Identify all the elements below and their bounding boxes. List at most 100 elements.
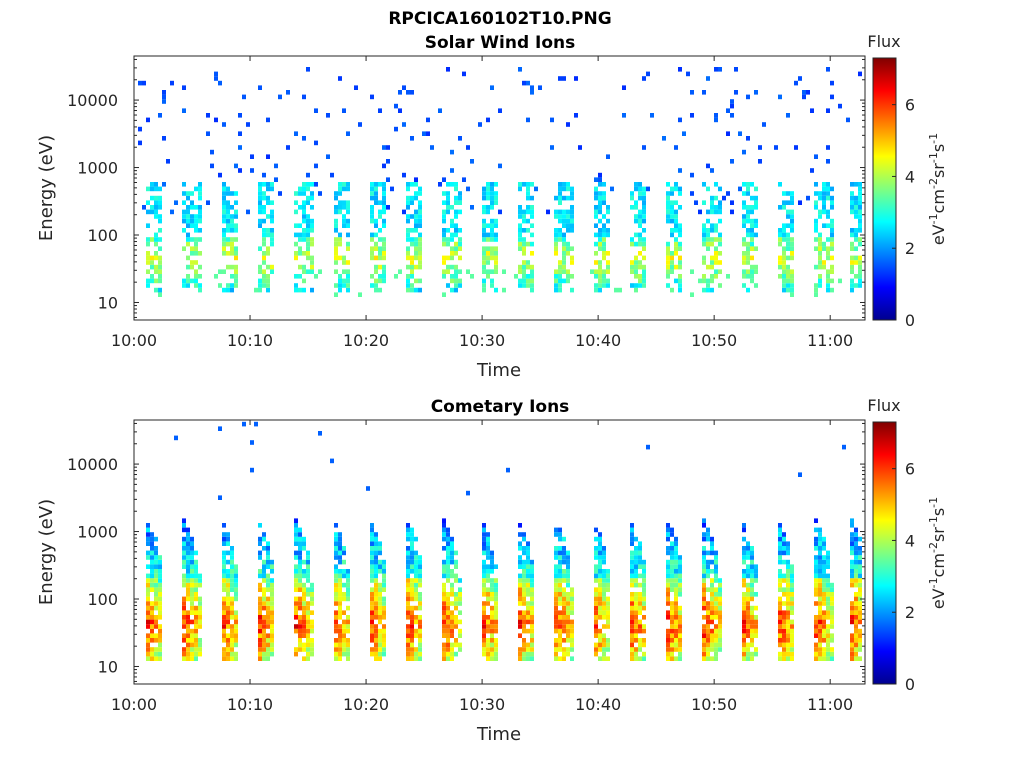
heatmap-cell [718,237,722,242]
heatmap-cell [702,223,706,228]
heatmap-cell [598,628,602,634]
heatmap-cell [378,251,382,256]
heatmap-cell [454,186,458,192]
heatmap-cell [334,610,338,615]
heatmap-cell [674,241,678,247]
heatmap-cell [790,241,794,247]
heatmap-cell [742,251,746,256]
heatmap-cell [338,200,342,205]
heatmap-cell [486,251,490,256]
heatmap-cell [702,518,706,523]
heatmap-cell [854,550,858,556]
heatmap-cell [742,628,746,634]
heatmap-cell [378,615,382,620]
heatmap-cell [222,241,226,247]
heatmap-cell [746,642,750,648]
heatmap-cell [602,246,606,251]
heatmap-cell [338,287,342,293]
heatmap-cell [454,223,458,228]
heatmap-cell [666,532,670,537]
heatmap-cell [634,555,638,560]
heatmap-cell [454,550,458,556]
heatmap-cell [270,269,274,274]
heatmap-cell [814,642,818,648]
heatmap-cell [714,237,718,242]
heatmap-cell [482,287,486,293]
heatmap-cell [298,541,302,546]
heatmap-cell [382,596,386,602]
heatmap-cell [146,117,150,123]
heatmap-cell [518,573,522,579]
heatmap-cell [414,228,418,233]
heatmap-cell [818,628,822,634]
heatmap-cell [518,186,522,192]
heatmap-cell [666,642,670,648]
heatmap-cell [334,615,338,620]
heatmap-cell [490,592,494,597]
heatmap-cell [638,624,642,629]
heatmap-cell [714,651,718,657]
heatmap-cell [782,283,786,288]
heatmap-cell [786,283,790,288]
heatmap-cell [266,264,270,270]
heatmap-cell [854,633,858,638]
colorbar-tick-label: 4 [905,167,915,186]
heatmap-cell [818,633,822,638]
heatmap-cell [270,578,274,583]
heatmap-cell [850,582,854,588]
heatmap-cell [186,615,190,620]
heatmap-cell [850,647,854,652]
heatmap-cell [802,90,806,95]
heatmap-cell [286,145,290,150]
heatmap-cell [378,214,382,219]
heatmap-cell [778,550,782,556]
heatmap-cell [438,108,442,113]
heatmap-cell [258,85,262,90]
heatmap-cell [522,564,526,569]
heatmap-cell [858,569,862,574]
heatmap-cell [786,638,790,643]
heatmap-cell [306,605,310,611]
heatmap-cell [190,559,194,565]
heatmap-cell [526,117,530,123]
heatmap-cell [850,287,854,293]
heatmap-cell [554,246,558,251]
heatmap-cell [258,633,262,638]
heatmap-cell [418,241,422,247]
heatmap-cell [634,601,638,606]
heatmap-cell [150,278,154,284]
heatmap-cell [518,587,522,592]
heatmap-cell [314,163,318,169]
heatmap-cell [298,246,302,251]
heatmap-cell [338,241,342,247]
heatmap-cell [378,592,382,597]
heatmap-cell [678,624,682,629]
heatmap-cell [262,182,266,187]
heatmap-cell [606,154,610,159]
heatmap-cell [678,555,682,560]
heatmap-cell [794,80,798,86]
heatmap-cell [442,605,446,611]
heatmap-cell [186,555,190,560]
heatmap-cell [750,555,754,560]
heatmap-cell [794,145,798,150]
heatmap-cell [602,223,606,228]
heatmap-cell [382,200,386,205]
heatmap-cell [262,615,266,620]
heatmap-cell [666,191,670,196]
heatmap-cell [630,647,634,652]
heatmap-cell [182,541,186,546]
heatmap-cell [406,186,410,192]
heatmap-cell [294,536,298,542]
heatmap-cell [154,232,158,238]
heatmap-cell [342,624,346,629]
heatmap-cell [642,214,646,219]
heatmap-cell [570,633,574,638]
heatmap-cell [742,592,746,597]
heatmap-cell [750,582,754,588]
heatmap-cell [786,628,790,634]
heatmap-cell [146,638,150,643]
heatmap-cell [546,209,550,215]
heatmap-cell [814,624,818,629]
heatmap-cell [446,564,450,569]
